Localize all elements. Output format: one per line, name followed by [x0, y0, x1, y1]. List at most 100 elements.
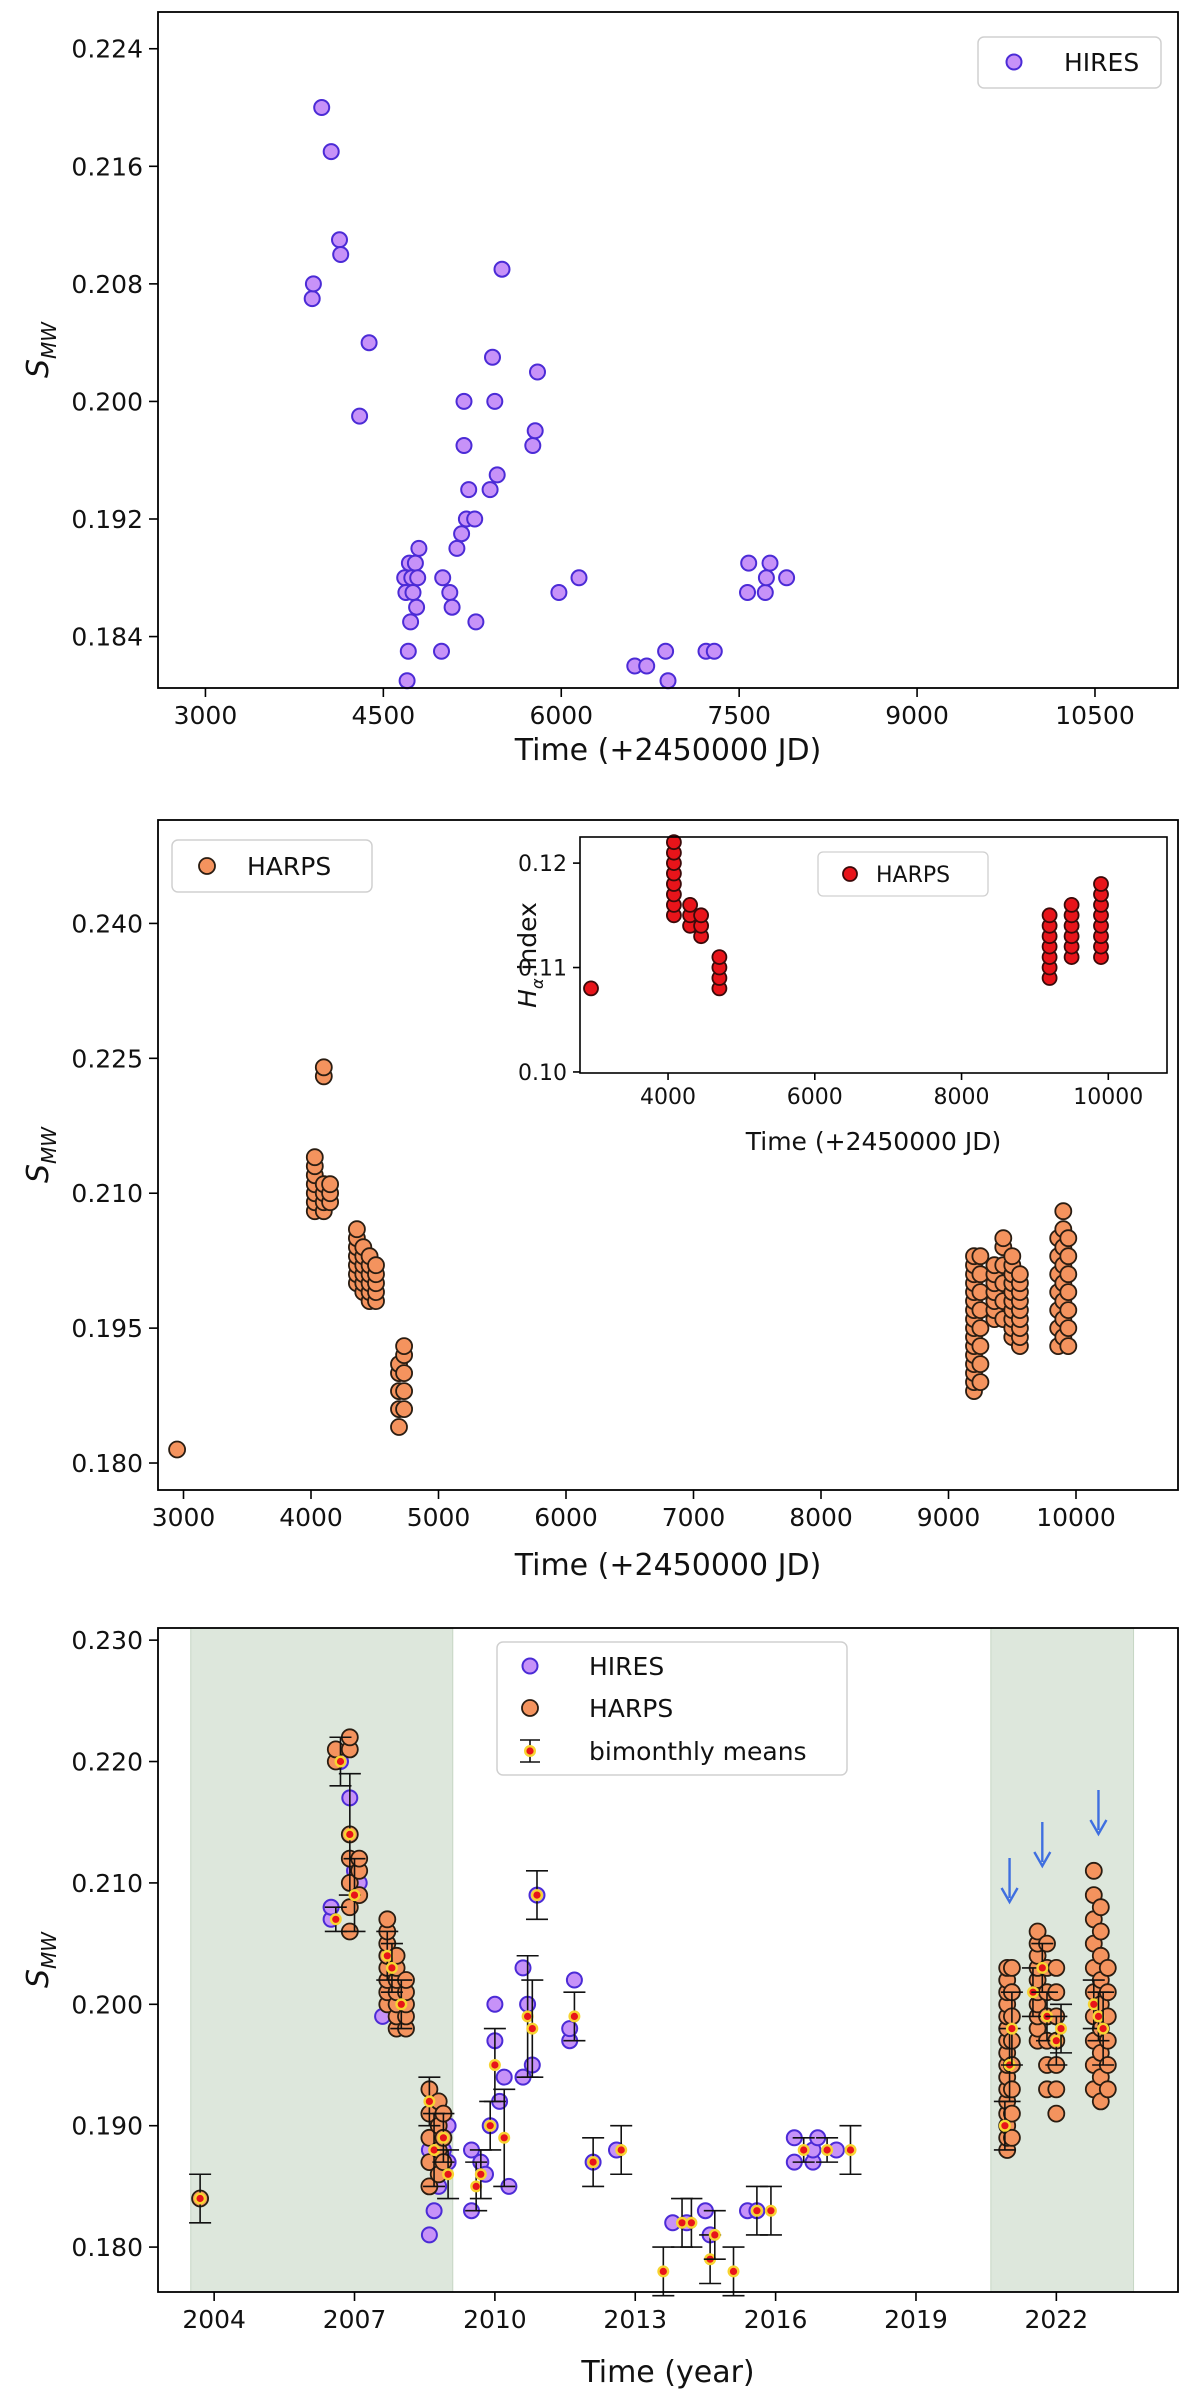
legend-label-harps: HARPS — [247, 852, 331, 881]
harps-point — [1047, 1959, 1066, 1977]
bimonthly-mean — [610, 2124, 633, 2176]
hires-point — [448, 539, 466, 557]
x-tick-label: 2013 — [603, 2305, 667, 2334]
hires-point — [561, 2020, 579, 2038]
inset-x-axis-label: Time (+2450000 JD) — [745, 1127, 1002, 1156]
hires-point — [398, 672, 416, 690]
hires-point — [488, 466, 506, 484]
x-tick-label: 7500 — [707, 701, 771, 730]
y-tick-label: 0.12 — [518, 852, 567, 877]
activity-arrow — [1089, 1790, 1108, 1837]
y-axis-label-main: S — [21, 359, 56, 378]
halpha-point — [666, 834, 682, 851]
x-tick-label: 3000 — [152, 1503, 216, 1532]
mean-marker — [531, 1889, 544, 1902]
legend: HIRES HARPS bimonthly means — [496, 1641, 848, 1776]
y-tick-label: 0.224 — [71, 35, 143, 64]
halpha-point — [1093, 876, 1109, 892]
hires-point — [526, 422, 544, 440]
hires-point — [434, 569, 452, 587]
y-axis-label-sub: MW — [37, 1931, 61, 1969]
harps-point — [1003, 2080, 1021, 2099]
x-tick-label: 3000 — [174, 701, 238, 730]
harps-point — [1028, 1922, 1047, 1941]
bimonthly-mean — [703, 2209, 726, 2261]
x-tick-label: 4000 — [279, 1503, 343, 1532]
mean-marker — [1092, 2010, 1105, 2023]
harps-point — [1059, 1319, 1078, 1337]
hires-point — [481, 481, 499, 499]
x-tick-label: 9000 — [917, 1503, 981, 1532]
mean-marker — [844, 2143, 857, 2156]
legend-label-harps: HARPS — [589, 1694, 673, 1723]
y-axis-label-sub: MW — [37, 1126, 61, 1164]
bimonthly-mean — [423, 2112, 446, 2188]
hires-point — [303, 290, 321, 308]
hires-point — [455, 437, 473, 454]
hires-point — [529, 363, 546, 381]
harps-point — [971, 1337, 990, 1355]
hires-point — [332, 246, 350, 263]
hires-point — [360, 334, 378, 352]
bimonthly-mean — [189, 2173, 212, 2224]
harps-point — [1059, 1265, 1078, 1284]
y-tick-label: 0.11 — [518, 956, 567, 981]
mean-marker — [423, 2095, 436, 2108]
mean-marker — [474, 2168, 487, 2181]
x-tick-label: 10000 — [1036, 1503, 1116, 1532]
harps-point — [378, 1910, 397, 1929]
plot-frame — [157, 819, 1179, 1491]
arrow-head — [1033, 1851, 1052, 1869]
bimonthly-mean — [432, 2112, 455, 2163]
harps-point — [1003, 2104, 1021, 2123]
hires-point — [495, 2068, 513, 2086]
hires-point — [565, 1971, 583, 1989]
legend-box — [496, 1641, 848, 1776]
bimonthly-mean — [1050, 2003, 1073, 2054]
y-tick-label: 0.190 — [71, 2112, 143, 2141]
hires-point — [466, 510, 484, 528]
y-tick-label: 0.10 — [518, 1061, 567, 1086]
harps-point — [1047, 2080, 1066, 2099]
x-tick-label: 2007 — [323, 2305, 387, 2334]
plot-frame — [157, 1627, 1179, 2293]
harps-point — [971, 1355, 990, 1373]
bimonthly-mean — [390, 1979, 413, 2030]
halpha-point — [1041, 907, 1058, 924]
harps-point — [395, 1400, 414, 1418]
y-axis-label: Hα index — [513, 902, 547, 1008]
harps-point — [367, 1256, 385, 1275]
bimonthly-mean — [525, 1869, 548, 1921]
inset-frame — [579, 836, 1168, 1074]
harps-point — [1091, 1898, 1110, 1917]
mean-marker — [194, 2192, 207, 2205]
inset-halpha: 4000 6000 8000 10000 0.10 0.11 0.12 Time (+2450… — [513, 834, 1168, 1156]
hires-point — [433, 642, 450, 660]
hires-point — [778, 569, 796, 587]
legend-marker-hires — [1005, 53, 1023, 71]
mean-marker — [521, 2010, 534, 2023]
inset-legend-marker — [842, 866, 858, 882]
halpha-point — [1063, 897, 1080, 913]
hires-point — [460, 481, 478, 499]
hires-point — [550, 584, 568, 601]
harps-point — [1059, 1301, 1078, 1319]
halpha-point — [682, 897, 698, 913]
x-tick-label: 5000 — [407, 1503, 471, 1532]
bimonthly-mean — [1092, 1991, 1115, 2066]
legend-box — [977, 36, 1162, 89]
mean-marker — [498, 2131, 511, 2144]
bimonthly-mean — [792, 2137, 815, 2163]
legend-marker-harps — [198, 857, 216, 875]
bimonthly-mean — [380, 1942, 403, 1993]
x-axis-label: Time (year) — [580, 2355, 754, 2390]
hires-point — [514, 1959, 532, 1977]
harps-point — [1059, 1247, 1078, 1266]
bimonthly-mean — [816, 2137, 839, 2163]
y-tick-label: 0.210 — [71, 1869, 143, 1898]
hires-point — [351, 407, 369, 425]
x-tick-label: 6000 — [787, 1085, 843, 1110]
x-tick-label: 6000 — [529, 701, 593, 730]
mean-marker — [437, 2131, 450, 2144]
y-axis-label-rest: index — [513, 902, 542, 978]
